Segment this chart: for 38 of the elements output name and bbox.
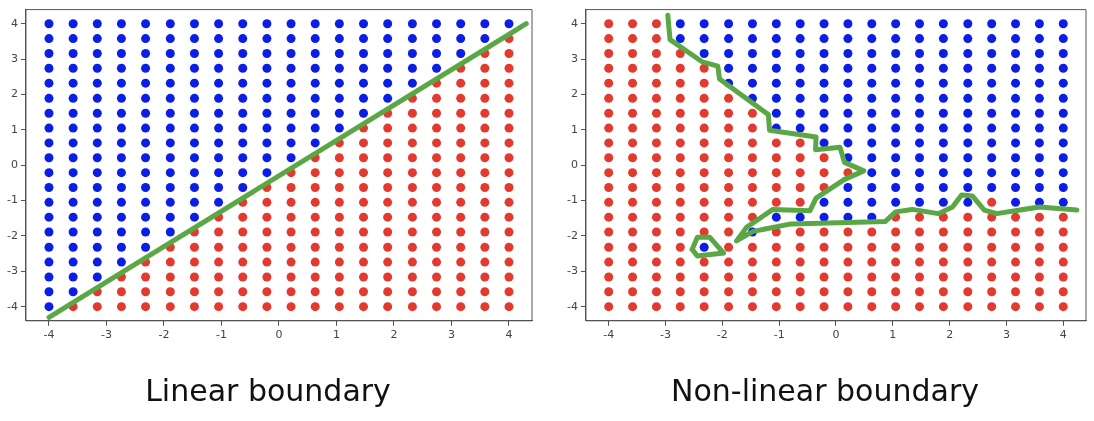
x-tick-label: 1 [332, 328, 340, 342]
y-tick-label: 4 [10, 16, 18, 30]
y-tick-label: -4 [567, 299, 578, 313]
y-tick-label: -1 [567, 193, 578, 207]
x-tick-label: 4 [505, 328, 513, 342]
y-tick-label: 1 [570, 122, 578, 136]
x-tick-label: -4 [603, 328, 615, 342]
x-tick-label: 1 [889, 328, 897, 342]
y-tick-label: -1 [7, 193, 18, 207]
x-tick-label: 3 [447, 328, 455, 342]
y-tick-label: 0 [570, 158, 578, 172]
text: Non-linear boundary [671, 372, 979, 408]
y-tick-label: -2 [7, 228, 18, 242]
y-tick-label: -3 [567, 264, 578, 278]
x-tick-label: 4 [1059, 328, 1067, 342]
x-tick-label: -3 [100, 328, 112, 342]
y-tick-label: -4 [7, 299, 18, 313]
x-tick-label: -1 [773, 328, 785, 342]
y-tick-label: -2 [567, 228, 578, 242]
y-tick-label: 4 [570, 16, 578, 30]
x-tick-label: 2 [946, 328, 954, 342]
y-tick-label: 1 [10, 122, 18, 136]
x-tick-label: 3 [1002, 328, 1010, 342]
y-tick-label: 0 [10, 158, 18, 172]
x-tick-label: -2 [158, 328, 170, 342]
x-tick-label: 2 [390, 328, 398, 342]
y-tick-label: 3 [10, 51, 18, 65]
x-tick-label: -2 [716, 328, 728, 342]
x-tick-label: 0 [275, 328, 283, 342]
x-tick-label: -4 [43, 328, 55, 342]
x-tick-label: -1 [216, 328, 227, 342]
y-tick-label: 2 [10, 87, 18, 101]
text: Linear boundary [145, 372, 391, 408]
y-tick-label: 2 [570, 87, 578, 101]
x-tick-label: 0 [832, 328, 840, 342]
x-tick-label: -3 [660, 328, 671, 342]
y-tick-label: 3 [570, 51, 578, 65]
y-tick-label: -3 [7, 264, 18, 278]
